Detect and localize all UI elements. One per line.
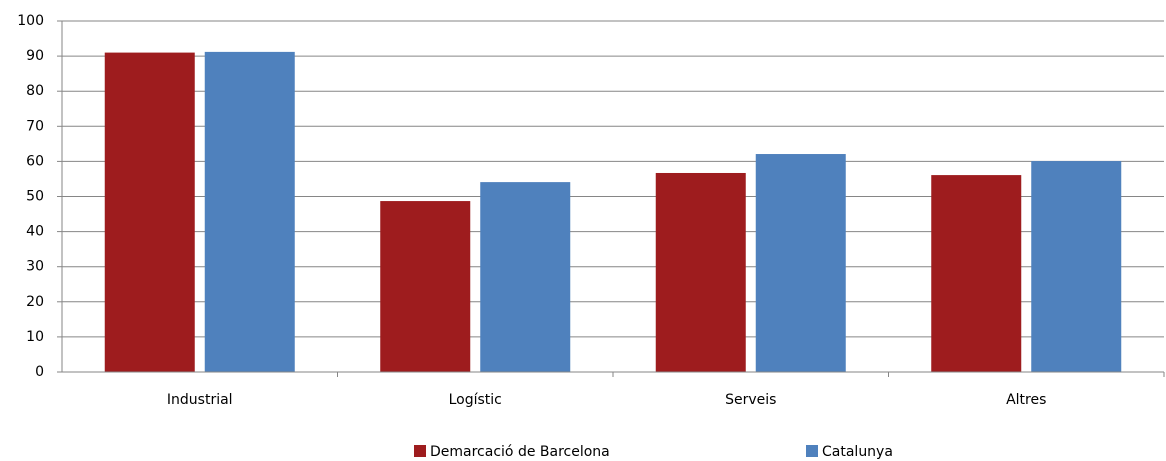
y-tick-label: 100 [17, 13, 44, 29]
y-tick-label: 20 [26, 294, 44, 310]
legend-swatch [806, 445, 818, 457]
bar [104, 52, 195, 373]
legend-label: Catalunya [822, 444, 893, 460]
y-tick-label: 0 [35, 364, 44, 380]
bar [480, 182, 571, 372]
legend-label: Demarcació de Barcelona [430, 444, 610, 460]
bar [204, 51, 295, 372]
y-tick-label: 90 [26, 48, 44, 64]
y-tick-label: 70 [26, 118, 44, 134]
y-tick-label: 40 [26, 224, 44, 240]
y-tick-label: 30 [26, 259, 44, 275]
bar [755, 154, 846, 372]
bar [1031, 161, 1122, 372]
bar [655, 172, 746, 372]
x-tick-label: Serveis [725, 392, 776, 408]
bar [931, 175, 1022, 372]
legend-swatch [414, 445, 426, 457]
y-tick-label: 50 [26, 189, 44, 205]
x-tick-label: Altres [1006, 392, 1046, 408]
y-tick-label: 10 [26, 329, 44, 345]
x-tick-label: Industrial [167, 392, 233, 408]
x-tick-label: Logístic [449, 392, 502, 408]
bar [380, 201, 471, 372]
y-tick-label: 80 [26, 83, 44, 99]
y-tick-label: 60 [26, 153, 44, 169]
